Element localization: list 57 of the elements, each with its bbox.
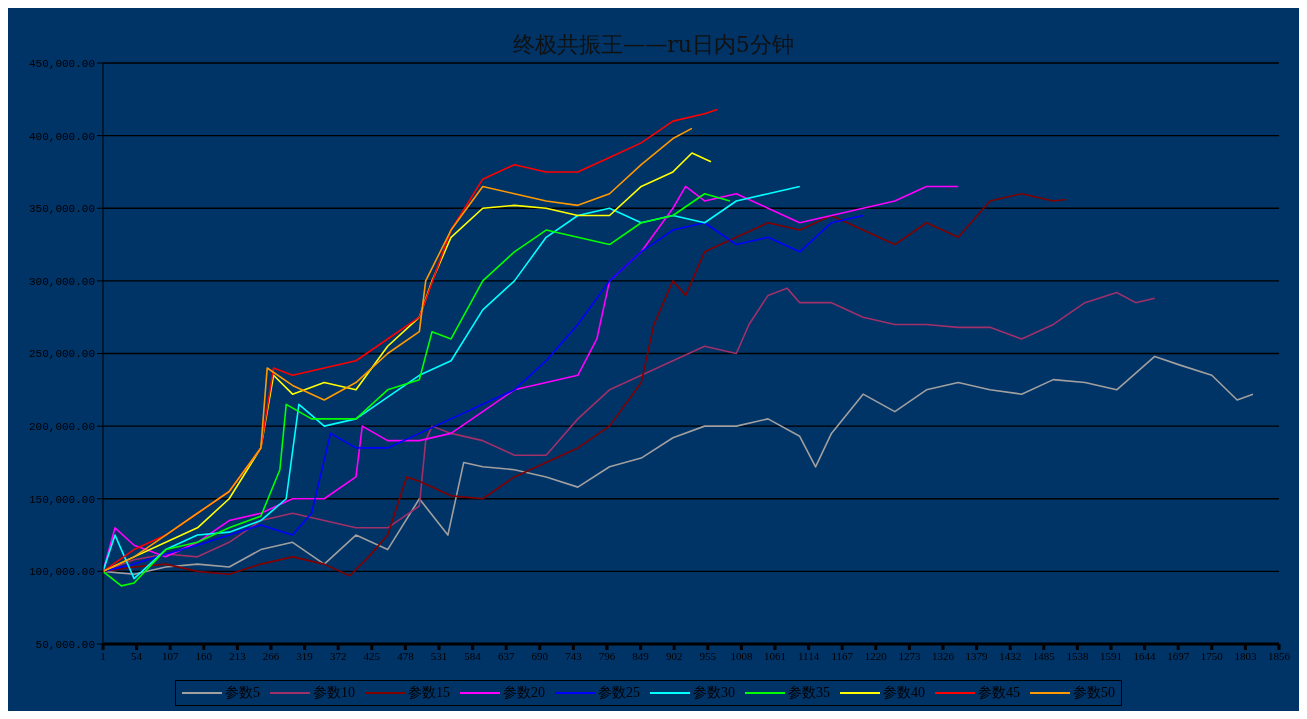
x-tick-label: 107	[161, 649, 179, 662]
legend-label: 参数15	[407, 684, 450, 702]
x-tick-label: 1697	[1167, 649, 1190, 662]
legend-label: 参数20	[502, 684, 545, 702]
x-tick-label: 1591	[1100, 649, 1122, 662]
y-tick-label: 250,000.00	[28, 348, 95, 361]
x-tick-label: 1379	[965, 649, 989, 662]
y-tick-label: 450,000.00	[28, 57, 95, 70]
x-tick-label: 796	[598, 649, 616, 662]
x-tick-label: 372	[329, 649, 347, 662]
x-tick-label: 213	[229, 649, 247, 662]
legend-label: 参数10	[312, 684, 355, 702]
x-tick-label: 266	[262, 649, 280, 662]
x-tick-label: 1008	[730, 649, 753, 662]
legend-label: 参数50	[1072, 684, 1115, 702]
x-tick-label: 319	[296, 649, 314, 662]
legend-label: 参数30	[692, 684, 735, 702]
legend-label: 参数40	[882, 684, 925, 702]
x-tick-label: 1220	[864, 649, 888, 662]
x-tick-label: 849	[632, 649, 650, 662]
x-tick-label: 1485	[1032, 649, 1056, 662]
chart-title: 终极共振王——ru日内5分钟	[513, 32, 794, 57]
x-tick-label: 902	[665, 649, 683, 662]
x-tick-label: 584	[464, 649, 482, 662]
x-tick-label: 1273	[898, 649, 921, 662]
y-tick-label: 200,000.00	[28, 421, 95, 434]
legend-label: 参数35	[787, 684, 830, 702]
x-tick-label: 478	[397, 649, 415, 662]
x-tick-label: 1326	[932, 649, 955, 662]
x-tick-label: 1432	[999, 649, 1022, 662]
x-tick-label: 637	[497, 649, 515, 662]
y-tick-label: 400,000.00	[28, 130, 95, 143]
x-tick-label: 54	[131, 649, 143, 662]
y-tick-label: 150,000.00	[28, 493, 95, 506]
x-tick-label: 690	[531, 649, 549, 662]
x-tick-label: 1750	[1200, 649, 1224, 662]
legend-label: 参数45	[977, 684, 1020, 702]
x-tick-label: 1803	[1234, 649, 1257, 662]
y-tick-label: 300,000.00	[28, 275, 95, 288]
x-tick-label: 1	[100, 649, 106, 662]
legend-label: 参数5	[224, 684, 260, 702]
x-tick-label: 955	[699, 649, 717, 662]
x-tick-label: 743	[565, 649, 583, 662]
y-tick-label: 50,000.00	[35, 638, 95, 651]
y-tick-label: 350,000.00	[28, 203, 95, 216]
x-tick-label: 1644	[1133, 649, 1157, 662]
legend-label: 参数25	[597, 684, 640, 702]
line-series	[103, 214, 864, 573]
x-tick-label: 1856	[1268, 649, 1291, 662]
x-tick-label: 425	[363, 649, 381, 662]
x-tick-label: 1061	[764, 649, 786, 662]
x-tick-label: 531	[430, 649, 448, 662]
x-tick-label: 1538	[1066, 649, 1089, 662]
y-tick-label: 100,000.00	[28, 566, 95, 579]
x-tick-label: 1167	[831, 649, 854, 662]
x-tick-label: 1114	[798, 649, 820, 662]
x-tick-label: 160	[195, 649, 213, 662]
